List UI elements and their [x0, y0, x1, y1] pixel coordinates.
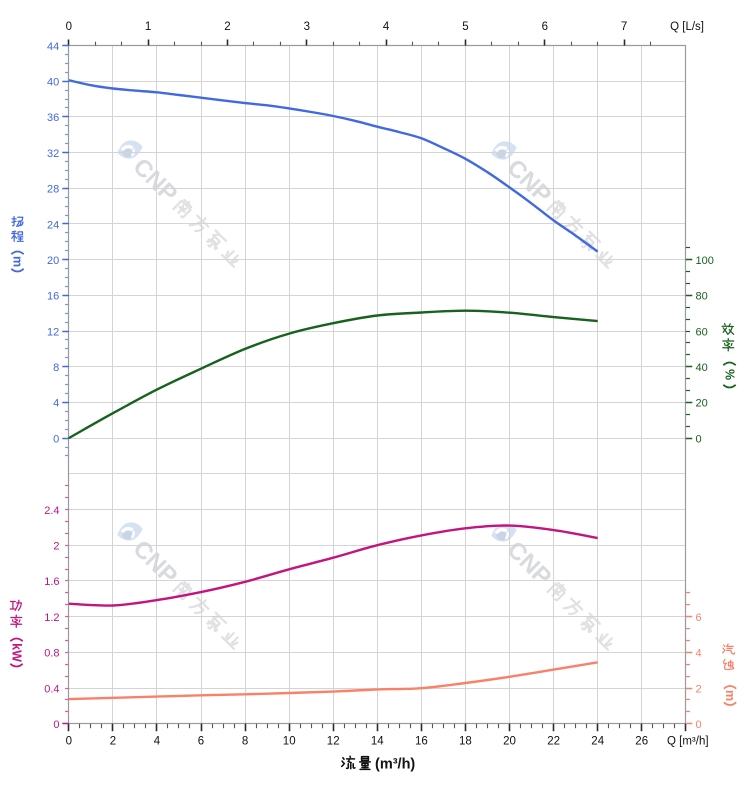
svg-text:kW: kW	[10, 643, 24, 662]
svg-text:40: 40	[696, 362, 708, 374]
svg-text:2: 2	[696, 683, 702, 695]
svg-text:16: 16	[47, 291, 59, 303]
svg-text:0.4: 0.4	[44, 683, 59, 695]
svg-text:Q [m³/h]: Q [m³/h]	[667, 736, 709, 748]
svg-text:26: 26	[635, 736, 648, 748]
svg-text:12: 12	[47, 326, 59, 338]
svg-text:12: 12	[327, 736, 340, 748]
svg-text:0: 0	[53, 719, 59, 731]
svg-text:18: 18	[459, 736, 472, 748]
svg-text:24: 24	[591, 736, 604, 748]
svg-text:16: 16	[415, 736, 428, 748]
svg-text:m: m	[11, 256, 25, 267]
svg-text:1.6: 1.6	[44, 576, 59, 588]
svg-text:5: 5	[462, 21, 468, 33]
svg-text:22: 22	[547, 736, 560, 748]
svg-text:2: 2	[53, 541, 59, 553]
svg-text:2: 2	[224, 21, 230, 33]
svg-text:36: 36	[47, 112, 59, 124]
svg-text:100: 100	[696, 255, 714, 267]
svg-text:8: 8	[242, 736, 248, 748]
svg-text:0.8: 0.8	[44, 648, 59, 660]
svg-text:2: 2	[110, 736, 116, 748]
svg-text:44: 44	[47, 41, 59, 53]
svg-text:0: 0	[696, 719, 702, 731]
svg-text:%: %	[723, 369, 737, 380]
svg-text:7: 7	[621, 21, 627, 33]
svg-text:Q [L/s]: Q [L/s]	[670, 21, 704, 33]
svg-text:0: 0	[66, 736, 72, 748]
svg-text:6: 6	[696, 612, 702, 624]
svg-text:24: 24	[47, 219, 59, 231]
svg-text:4: 4	[696, 648, 702, 660]
svg-text:m: m	[723, 690, 737, 701]
svg-text:20: 20	[503, 736, 516, 748]
svg-text:3: 3	[304, 21, 310, 33]
svg-text:20: 20	[47, 255, 59, 267]
svg-text:10: 10	[283, 736, 296, 748]
svg-text:2.4: 2.4	[44, 505, 59, 517]
svg-text:0: 0	[66, 21, 72, 33]
svg-text:0: 0	[53, 433, 59, 445]
svg-text:6: 6	[198, 736, 204, 748]
svg-text:60: 60	[696, 326, 708, 338]
svg-text:32: 32	[47, 148, 59, 160]
svg-text:8: 8	[53, 362, 59, 374]
svg-text:1.2: 1.2	[44, 612, 59, 624]
svg-text:14: 14	[371, 736, 384, 748]
svg-text:6: 6	[542, 21, 548, 33]
svg-text:20: 20	[696, 398, 708, 410]
svg-text:28: 28	[47, 184, 59, 196]
svg-text:4: 4	[154, 736, 161, 748]
svg-text:4: 4	[53, 398, 59, 410]
svg-text:1: 1	[145, 21, 151, 33]
svg-text:(m³/h): (m³/h)	[375, 757, 415, 773]
svg-text:80: 80	[696, 291, 708, 303]
svg-text:0: 0	[696, 433, 702, 445]
svg-text:40: 40	[47, 77, 59, 89]
svg-text:4: 4	[383, 21, 390, 33]
